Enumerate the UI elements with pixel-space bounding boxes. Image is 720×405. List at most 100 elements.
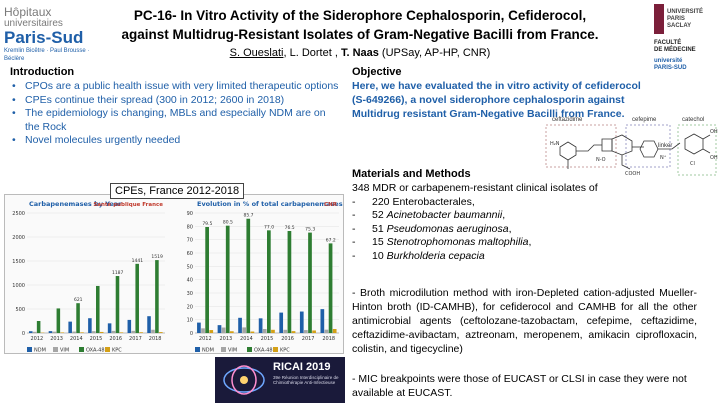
bar-kpc <box>80 332 84 333</box>
bar-ndm <box>107 323 112 333</box>
figure-title: CPEs, France 2012-2018 <box>110 183 245 199</box>
legend-label: VIM <box>228 348 237 354</box>
bar-ndm <box>28 331 33 333</box>
bar-ndm <box>279 312 284 333</box>
svg-text:N⁺: N⁺ <box>660 155 667 161</box>
data-label: 1187 <box>112 270 124 276</box>
bar-kpc <box>291 331 296 333</box>
bar-vim <box>324 329 329 333</box>
bar-oxa48 <box>205 227 209 333</box>
data-label: 621 <box>74 297 83 303</box>
legend-swatch <box>27 347 32 352</box>
data-label: 79.5 <box>202 221 212 227</box>
linker-label: linker <box>658 143 673 149</box>
affiliation: (UPSay, AP-HP, CNR) <box>378 47 491 59</box>
y-tick-label: 0 <box>22 331 25 337</box>
data-label: 85.7 <box>243 213 253 219</box>
bar-oxa48 <box>135 263 139 333</box>
bar-oxa48 <box>308 232 312 333</box>
x-tick-label: 2016 <box>281 336 294 342</box>
x-tick-label: 2015 <box>90 336 103 342</box>
objective-text: Here, we have evaluated the in vitro act… <box>352 80 641 120</box>
ricai-name: RICAI 2019 <box>273 361 331 373</box>
bar-oxa48 <box>267 230 271 333</box>
y-tick-label: 2500 <box>12 211 25 217</box>
bar-vim <box>242 327 247 333</box>
bar-ndm <box>48 331 53 333</box>
method-paragraph: - Broth microdilution method with iron-D… <box>352 287 697 355</box>
list-item: CPEs continue their spread (300 in 2012;… <box>10 94 340 108</box>
y-tick-label: 500 <box>15 307 25 313</box>
x-tick-label: 2015 <box>261 336 274 342</box>
x-tick-label: 2017 <box>129 336 142 342</box>
data-label: 67.2 <box>326 237 336 243</box>
bar-oxa48 <box>56 308 61 333</box>
bar-vim <box>221 327 226 333</box>
x-tick-label: 2014 <box>240 336 253 342</box>
svg-text:COOH: COOH <box>625 171 640 177</box>
y-tick-label: 90 <box>187 211 193 217</box>
bar-kpc <box>119 332 124 333</box>
logo-line: Kremlin Bicêtre · Paul Brousse · Béclère <box>4 48 90 62</box>
introduction-heading: Introduction <box>10 66 75 78</box>
x-tick-label: 2017 <box>302 336 315 342</box>
bar-kpc <box>250 331 255 333</box>
catechol-label: catechol <box>682 117 705 123</box>
bar-vim <box>201 328 205 333</box>
x-tick-label: 2012 <box>30 336 43 342</box>
legend-swatch <box>221 347 226 352</box>
ricai-logo: RICAI 2019 39e Réunion Interdisciplinair… <box>215 357 345 403</box>
data-label: 80.5 <box>223 220 233 226</box>
hopitaux-logo: Hôpitaux universitaires Paris-Sud Kremli… <box>4 6 96 63</box>
chart-title: Carbapenemases by Year <box>29 200 122 208</box>
cefiderocol-structure: ceftazidime cefepime catechol linker H₂N… <box>540 117 718 203</box>
data-label: 1519 <box>151 254 163 260</box>
bar-kpc <box>229 331 234 333</box>
bar-oxa48 <box>76 303 80 333</box>
data-label: 76.5 <box>285 225 295 231</box>
bar-oxa48 <box>246 218 251 333</box>
bar-oxa48 <box>155 260 159 333</box>
legend-label: NDM <box>34 348 46 354</box>
mic-paragraph: - MIC breakpoints were those of EUCAST o… <box>352 373 687 399</box>
bar-oxa48 <box>328 243 333 333</box>
bar-oxa48 <box>115 276 120 333</box>
chart-source-badge: CNR <box>324 202 338 208</box>
bar-vim <box>72 331 76 333</box>
bar-vim <box>262 329 267 333</box>
y-tick-label: 70 <box>187 238 193 244</box>
legend-label: NDM <box>202 348 214 354</box>
bar-kpc <box>60 332 65 333</box>
list-item: 348 MDR or carbapenem-resistant clinical… <box>352 182 598 194</box>
paris-sud-small-logo: université PARIS-SUD <box>654 58 687 71</box>
bar-ndm <box>127 319 132 333</box>
bar-vim <box>304 330 308 333</box>
y-tick-label: 30 <box>187 291 193 297</box>
faculty-logo: FACULTÉ DE MÉDECINE <box>654 40 696 53</box>
bar-kpc <box>159 332 163 333</box>
ricai-orb-icon <box>223 365 265 395</box>
list-item: The epidemiology is changing, MBLs and e… <box>10 107 340 134</box>
y-tick-label: 10 <box>187 318 193 324</box>
bar-kpc <box>312 330 316 333</box>
ceftazidime-label: ceftazidime <box>552 117 583 123</box>
logo-line: Paris-Sud <box>4 28 84 47</box>
list-item: CPOs are a public health issue with very… <box>10 80 340 94</box>
x-tick-label: 2012 <box>199 336 212 342</box>
poster-title: PC-16- In Vitro Activity of the Sideroph… <box>100 6 620 44</box>
epidemiology-figure: Carbapenemases by Year Santé publique Fra… <box>4 194 344 354</box>
legend-swatch <box>79 347 84 352</box>
bar-oxa48 <box>36 321 41 333</box>
bar-ndm <box>320 309 325 333</box>
structure-drawing-icon: H₂N N-O COOH N⁺ Cl OH OH <box>545 124 718 177</box>
y-tick-label: 1000 <box>12 283 25 289</box>
legend-label: OXA-48 <box>254 348 273 354</box>
y-tick-label: 40 <box>187 278 193 284</box>
logo-line: universitaires <box>4 18 63 29</box>
bar-ndm <box>68 321 72 333</box>
bar-kpc <box>332 329 337 333</box>
authors: S. Oueslati, L. Dortet , T. Naas (UPSay,… <box>120 46 600 60</box>
bar-ndm <box>147 316 151 333</box>
title-line-2: against Multidrug-Resistant Isolates of … <box>121 27 599 42</box>
